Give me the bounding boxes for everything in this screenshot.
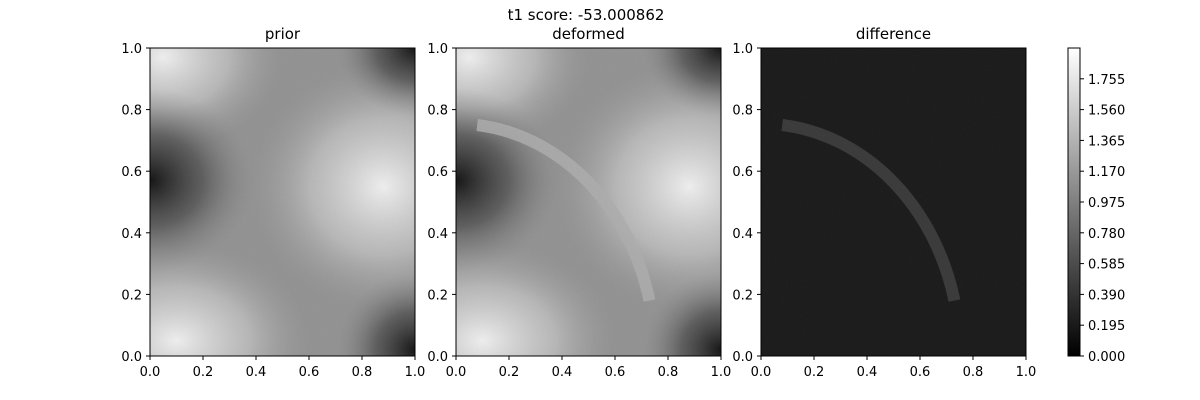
panel-difference: difference 0.0 0.2 0.4 0.6 0.8 1.0 0.0 0.2 0.4 0.6… [732,25,1036,380]
y-tick-label: 0.4 [121,227,142,242]
y-tick-label: 0.0 [121,350,142,365]
colorbar-tick-label: 0.195 [1088,319,1125,334]
x-tick-label: 0.0 [140,365,161,380]
x-tick-label: 0.0 [446,365,467,380]
colorbar-tick-label: 0.975 [1088,196,1125,211]
panel-image [761,48,1026,356]
panel-title: deformed [552,25,624,43]
panel-image [350,0,822,400]
y-tick-label: 0.6 [121,165,142,180]
colorbar-tick-label: 1.365 [1088,134,1125,149]
noise-overlay [456,48,721,356]
colorbar-tick-label: 0.780 [1088,227,1125,242]
x-tick-label: 0.8 [352,365,373,380]
x-tick-label: 0.6 [299,365,320,380]
colorbar-tick-label: 0.585 [1088,258,1125,273]
noise-overlay [150,48,415,356]
x-tick-label: 0.4 [857,365,878,380]
x-tick-label: 0.2 [193,365,214,380]
y-tick-label: 0.2 [121,288,142,303]
figure-suptitle: t1 score: -53.000862 [508,6,665,24]
y-tick-label: 1.0 [427,42,448,57]
x-tick-label: 0.6 [605,365,626,380]
x-tick-label: 0.4 [246,365,267,380]
x-tick-label: 1.0 [711,365,732,380]
y-tick-label: 0.6 [732,165,753,180]
y-tick-label: 0.2 [732,288,753,303]
colorbar-tick-label: 0.000 [1088,350,1125,365]
panel-title: difference [856,25,931,43]
y-tick-label: 0.8 [732,104,753,119]
panel-title: prior [265,25,301,43]
x-tick-label: 0.2 [499,365,520,380]
x-tick-label: 0.4 [552,365,573,380]
colorbar-gradient [1068,48,1080,356]
y-tick-label: 0.6 [427,165,448,180]
x-tick-label: 0.6 [910,365,931,380]
y-tick-label: 0.8 [427,104,448,119]
x-tick-label: 0.0 [751,365,772,380]
y-tick-label: 1.0 [732,42,753,57]
y-tick-label: 1.0 [121,42,142,57]
x-tick-label: 0.2 [804,365,825,380]
colorbar-tick-label: 1.755 [1088,73,1125,88]
y-tick-label: 0.0 [427,350,448,365]
x-tick-label: 1.0 [405,365,426,380]
colorbar-tick-label: 0.390 [1088,288,1125,303]
y-tick-label: 0.8 [121,104,142,119]
colorbar-tick-label: 1.560 [1088,104,1125,119]
x-tick-label: 1.0 [1016,365,1037,380]
y-tick-label: 0.0 [732,350,753,365]
colorbar: 0.000 0.195 0.390 0.585 0.780 0.975 1.170 1.365… [1068,48,1125,365]
y-tick-label: 0.4 [427,227,448,242]
x-tick-label: 0.8 [963,365,984,380]
y-tick-label: 0.2 [427,288,448,303]
x-tick-label: 0.8 [658,365,679,380]
colorbar-tick-label: 1.170 [1088,165,1125,180]
y-tick-label: 0.4 [732,227,753,242]
panel-image [44,0,516,400]
noise-overlay [761,48,1026,356]
